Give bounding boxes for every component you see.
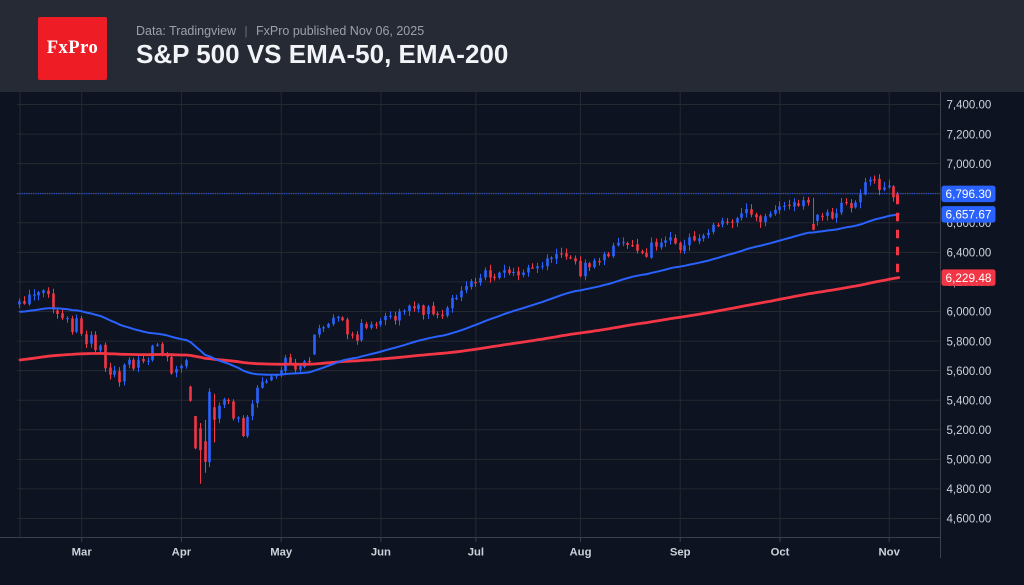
svg-text:5,000.00: 5,000.00 <box>947 455 992 467</box>
svg-text:6,400.00: 6,400.00 <box>947 248 992 260</box>
svg-text:5,800.00: 5,800.00 <box>947 336 992 348</box>
svg-text:7,200.00: 7,200.00 <box>947 129 992 141</box>
svg-text:Oct: Oct <box>771 547 790 559</box>
svg-text:6,657.67: 6,657.67 <box>946 208 992 222</box>
svg-text:5,200.00: 5,200.00 <box>947 425 992 437</box>
svg-text:5,600.00: 5,600.00 <box>947 366 992 378</box>
svg-text:May: May <box>270 547 293 559</box>
svg-text:4,600.00: 4,600.00 <box>947 514 992 526</box>
svg-text:7,000.00: 7,000.00 <box>947 159 992 171</box>
svg-text:5,400.00: 5,400.00 <box>947 395 992 407</box>
svg-text:Aug: Aug <box>570 547 592 559</box>
svg-text:Sep: Sep <box>670 547 691 559</box>
svg-text:Mar: Mar <box>72 547 93 559</box>
svg-text:Jul: Jul <box>468 547 484 559</box>
svg-text:7,400.00: 7,400.00 <box>947 100 992 112</box>
svg-text:6,229.48: 6,229.48 <box>946 271 992 285</box>
svg-text:Jun: Jun <box>371 547 391 559</box>
svg-text:6,796.30: 6,796.30 <box>946 187 992 201</box>
svg-text:Nov: Nov <box>879 547 901 559</box>
svg-text:Apr: Apr <box>172 547 192 559</box>
svg-text:4,800.00: 4,800.00 <box>947 484 992 496</box>
svg-text:6,000.00: 6,000.00 <box>947 307 992 319</box>
